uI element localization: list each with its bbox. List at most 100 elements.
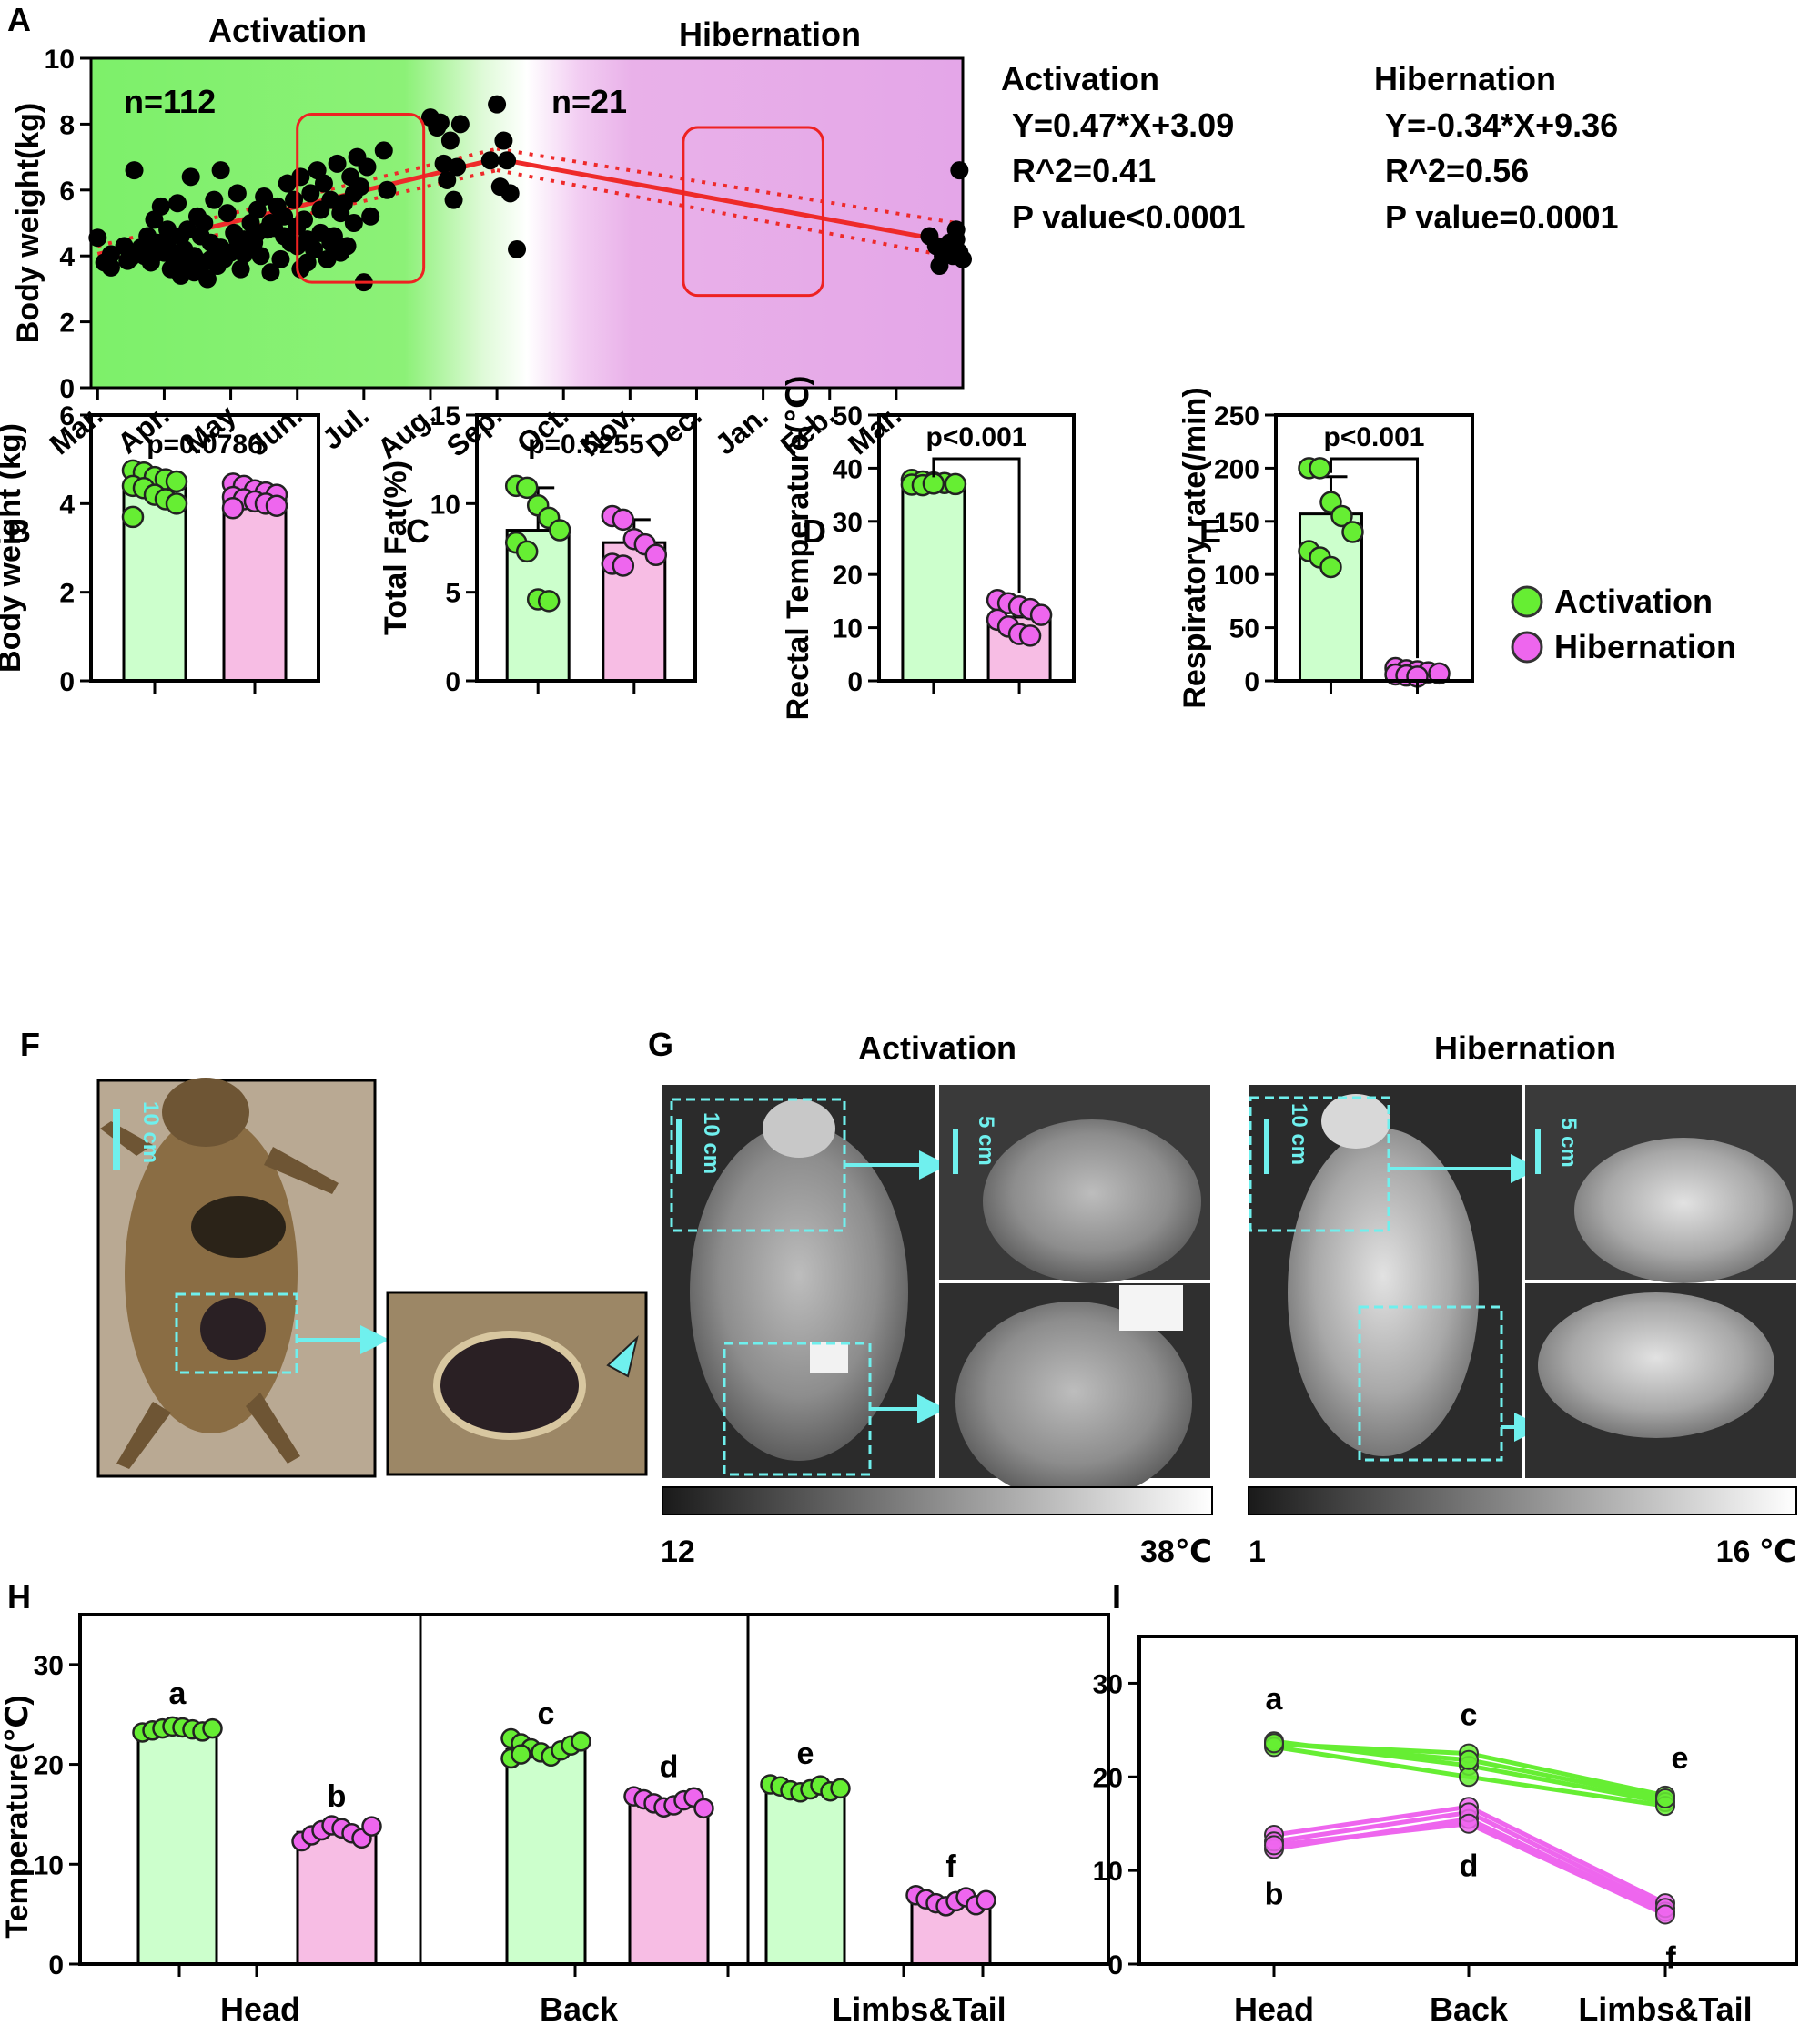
h-bar-hibernation xyxy=(628,1800,710,1966)
point-activation xyxy=(548,519,571,542)
a-point xyxy=(285,190,304,209)
ytick-label: 10 xyxy=(430,490,460,520)
animal-hind-right xyxy=(246,1393,300,1464)
panel-d-bar: 0 10 20 30 40 50 p<0.001 Rectal Temperature(℃) xyxy=(781,376,1076,720)
panel-i-line: 0 10 20 30 Head Back Limbs&Tail a c e b d f xyxy=(1093,1635,1798,2026)
a-point xyxy=(228,230,247,249)
g-act-zoom-head-shape xyxy=(983,1119,1201,1283)
ytick-label: 40 xyxy=(833,454,863,484)
point-hibernation xyxy=(1018,624,1042,647)
a-point xyxy=(231,259,250,279)
g-hib-scale-label-zoom: 5 cm xyxy=(1556,1118,1581,1168)
i-letter-activation: e xyxy=(1672,1741,1689,1776)
panel-c-bar: 0 5 10 15 p=0.5255 Total Fat(%) xyxy=(379,401,697,697)
point-activation xyxy=(1330,504,1353,528)
h-bar-activation xyxy=(764,1788,846,1966)
g-act-body xyxy=(690,1124,908,1461)
point-hibernation xyxy=(612,508,635,532)
pvalue: p=0.0786 xyxy=(147,430,263,460)
a-point xyxy=(195,214,214,232)
h-point xyxy=(976,1889,996,1911)
ytick-label: 50 xyxy=(833,401,863,431)
h-category-label: Limbs&Tail xyxy=(832,1991,1006,2026)
h-letter: f xyxy=(945,1849,956,1884)
h-ytick-label: 0 xyxy=(48,1950,64,1980)
a-ytick-label: 10 xyxy=(45,45,75,75)
a-point xyxy=(251,247,270,266)
a-point xyxy=(291,167,310,187)
i-letter-activation: a xyxy=(1266,1682,1284,1717)
a-ytick-label: 4 xyxy=(59,242,75,272)
stats-hibernation-title: Hibernation xyxy=(1374,60,1556,97)
point-activation xyxy=(1309,457,1331,480)
panel-h-bar: a b c d e f 0 10 20 30 Head Back Limbs&Tail Temperatu… xyxy=(0,1613,1110,2026)
h-frame xyxy=(78,1613,1110,1966)
ylabel: Body weight (kg) xyxy=(0,423,27,673)
bar-activation xyxy=(901,481,966,683)
a-point xyxy=(101,245,120,264)
stats-hibernation-equation: Y=-0.34*X+9.36 xyxy=(1385,106,1618,144)
animal-body xyxy=(125,1115,298,1433)
a-point xyxy=(344,214,363,232)
panel-f-photo: 10 cm xyxy=(96,1078,648,1478)
i-category-label: Head xyxy=(1234,1991,1314,2026)
i-letter-hibernation: b xyxy=(1265,1878,1284,1912)
a-ytick-label: 2 xyxy=(59,309,75,339)
panel-b-bar: 0 2 4 6 p=0.0786 Body weight (kg) xyxy=(0,401,320,697)
significance-bracket xyxy=(932,457,1021,593)
a-point xyxy=(438,170,457,189)
point-activation xyxy=(944,472,967,496)
a-ytick-label: 0 xyxy=(59,374,75,404)
h-letter: e xyxy=(797,1737,814,1771)
frame xyxy=(89,413,320,683)
a-fit-ci-upper xyxy=(496,147,957,225)
h-ytick-label: 30 xyxy=(34,1651,64,1681)
h-bar-hibernation xyxy=(296,1830,378,1966)
i-ytick-label: 0 xyxy=(1107,1950,1123,1980)
h-ytick-label: 20 xyxy=(34,1751,64,1781)
panel-a-frame xyxy=(89,56,965,390)
ytick-label: 30 xyxy=(833,508,863,538)
panel-label-a: A xyxy=(7,1,31,38)
g-hib-scale-max: 16 ℃ xyxy=(1716,1535,1796,1569)
panel-a-stats-hibernation: Hibernation Y=-0.34*X+9.36 R^2=0.56 P va… xyxy=(1374,60,1619,236)
a-point xyxy=(185,247,204,266)
a-point xyxy=(145,245,164,264)
g-hib-box-head xyxy=(1249,1096,1390,1232)
a-ytick-label: 6 xyxy=(59,177,75,207)
a-point xyxy=(88,228,107,248)
g-act-zoom-back-shape xyxy=(956,1302,1192,1502)
a-point xyxy=(378,180,397,199)
g-hib-box-back xyxy=(1358,1305,1503,1462)
legend-label-hibernation: Hibernation xyxy=(1554,628,1736,665)
a-point xyxy=(301,184,320,203)
legend-swatch-activation xyxy=(1511,585,1543,618)
zoom-gland xyxy=(433,1331,586,1440)
g-title-hibernation: Hibernation xyxy=(1434,1029,1616,1067)
g-act-scale-min: 12 xyxy=(661,1535,695,1569)
h-letter: b xyxy=(328,1779,347,1814)
i-point xyxy=(1655,1788,1675,1808)
g-hib-scale-min: 1 xyxy=(1249,1535,1266,1569)
a-point xyxy=(235,245,254,264)
ytick-label: 5 xyxy=(445,579,460,609)
h-ytick-label: 10 xyxy=(34,1850,64,1880)
a-point xyxy=(508,239,527,258)
legend-swatch-hibernation xyxy=(1511,631,1543,664)
a-point xyxy=(498,151,517,170)
a-xtick-label: Jul. xyxy=(316,399,375,456)
a-point xyxy=(488,95,507,114)
a-fit-line xyxy=(496,156,957,246)
a-point xyxy=(217,204,237,223)
g-act-scale-label-zoom: 5 cm xyxy=(974,1116,998,1166)
panel-a-label-hibernation: Hibernation xyxy=(679,15,861,53)
pvalue: p<0.001 xyxy=(1324,422,1425,452)
g-hib-scale-label-main: 10 cm xyxy=(1287,1103,1311,1165)
panel-g-thermal: Activation Hibernation 10 cm 5 cm 12 38℃… xyxy=(661,1029,1797,1569)
h-category-label: Head xyxy=(220,1991,300,2026)
a-point xyxy=(168,194,187,213)
panel-label-e: E xyxy=(1199,512,1221,550)
a-point xyxy=(271,249,290,268)
i-point xyxy=(1655,1904,1675,1925)
